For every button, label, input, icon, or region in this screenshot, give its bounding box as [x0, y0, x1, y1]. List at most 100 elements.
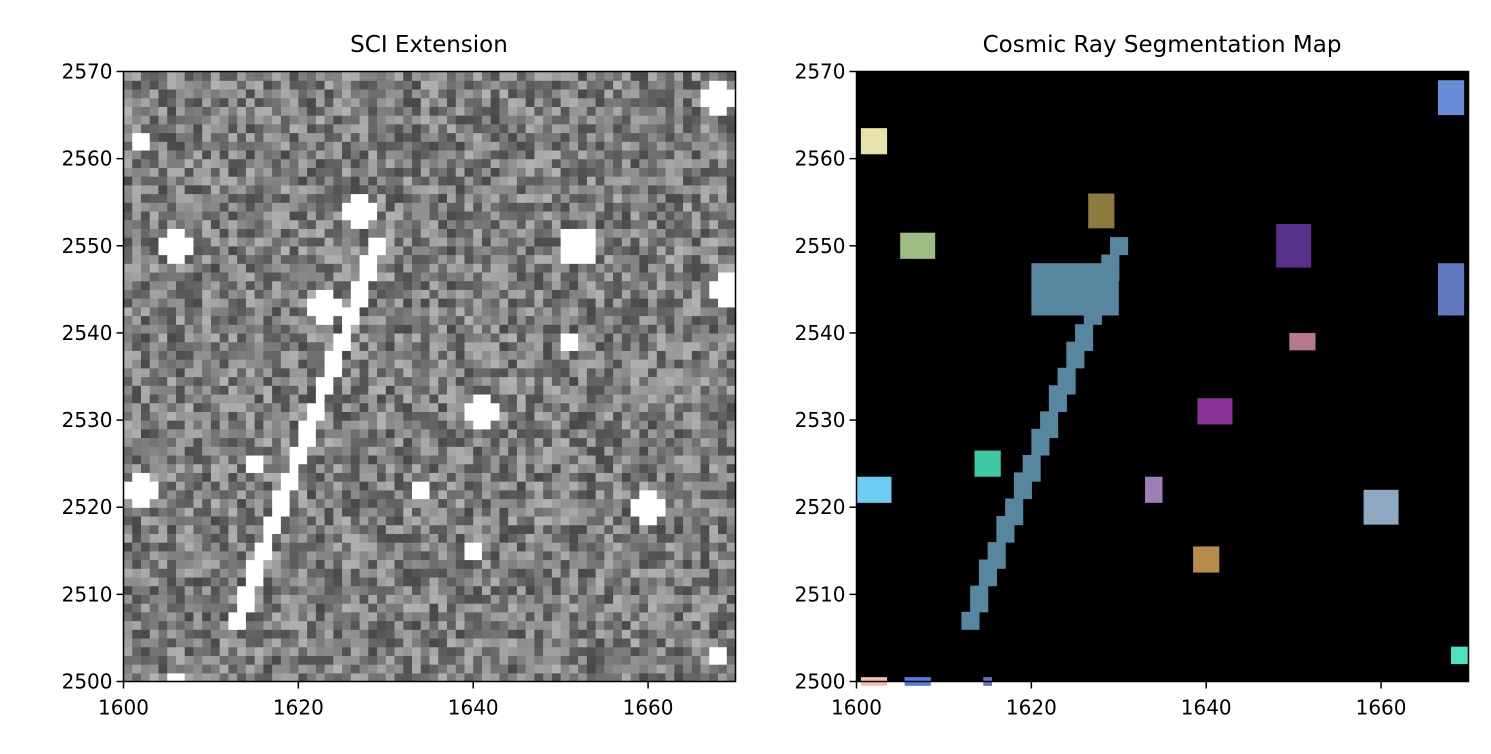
sci-pixel — [490, 210, 501, 221]
sci-pixel — [315, 350, 326, 360]
sci-pixel — [123, 132, 133, 142]
sci-pixel — [289, 411, 299, 421]
sci-pixel — [377, 359, 387, 369]
sci-pixel — [394, 306, 404, 317]
sci-pixel — [175, 385, 186, 395]
sci-pixel — [149, 428, 160, 439]
sci-pixel — [630, 359, 640, 369]
sci-pixel — [175, 149, 186, 160]
sci-pixel — [569, 359, 579, 369]
sci-pixel — [709, 193, 719, 203]
sci-pixel — [578, 237, 588, 247]
sci-pixel — [385, 393, 396, 404]
sci-pixel — [245, 576, 256, 587]
sci-pixel — [543, 359, 553, 369]
sci-pixel — [648, 228, 658, 238]
sci-pixel — [499, 71, 509, 81]
segment-streak-pixel — [996, 550, 1006, 561]
sci-pixel — [298, 141, 308, 151]
sci-pixel — [272, 350, 282, 360]
sci-pixel — [473, 254, 483, 264]
sci-pixel — [158, 611, 168, 622]
sci-pixel — [516, 350, 527, 360]
sci-pixel — [237, 71, 247, 81]
sci-pixel — [718, 158, 728, 168]
sci-pixel — [359, 454, 369, 465]
sci-pixel — [289, 289, 299, 299]
sci-pixel — [569, 533, 579, 543]
sci-pixel — [228, 498, 238, 508]
sci-pixel — [412, 106, 422, 116]
sci-pixel — [490, 507, 501, 517]
sci-pixel — [385, 359, 396, 369]
sci-pixel — [595, 498, 605, 508]
sci-pixel — [315, 88, 326, 99]
sci-pixel — [377, 498, 387, 508]
sci-pixel — [534, 167, 544, 177]
sci-pixel — [516, 306, 527, 317]
sci-pixel — [429, 550, 439, 561]
sci-pixel — [683, 507, 693, 517]
sci-pixel — [307, 481, 317, 491]
sci-pixel — [368, 559, 378, 569]
sci-pixel — [569, 158, 579, 168]
sci-pixel — [516, 542, 527, 552]
sci-pixel — [438, 97, 448, 107]
sci-pixel — [140, 524, 151, 534]
sci-pixel — [377, 524, 387, 534]
sci-pixel — [219, 350, 230, 360]
sci-pixel — [560, 542, 570, 552]
sci-pixel — [586, 568, 597, 578]
sci-pixel — [718, 141, 728, 151]
sci-pixel — [175, 393, 186, 404]
sci-pixel — [368, 88, 378, 99]
sci-pixel — [604, 550, 614, 561]
sci-pixel — [184, 298, 195, 308]
sci-pixel — [665, 402, 675, 412]
sci-pixel — [228, 280, 238, 290]
sci-pixel — [132, 489, 142, 500]
sci-pixel — [700, 193, 710, 203]
sci-pixel — [604, 629, 614, 639]
sci-pixel — [630, 481, 640, 491]
sci-pixel — [595, 298, 605, 308]
sci-pixel — [280, 524, 291, 534]
sci-pixel — [718, 637, 728, 648]
sci-pixel — [210, 629, 221, 639]
sci-pixel — [683, 106, 693, 116]
sci-pixel — [525, 254, 536, 264]
sci-pixel — [412, 524, 422, 534]
sci-pixel — [377, 402, 387, 412]
sci-pixel — [202, 603, 212, 613]
sci-pixel — [604, 210, 614, 221]
sci-pixel — [709, 219, 719, 229]
sci-pixel — [315, 559, 326, 569]
sci-pixel — [674, 306, 684, 317]
sci-pixel — [438, 167, 448, 177]
sci-pixel — [158, 629, 168, 639]
sci-pixel — [298, 106, 308, 116]
sci-pixel — [368, 184, 378, 195]
sci-pixel — [656, 463, 667, 473]
sci-pixel — [700, 289, 710, 299]
sci-pixel — [263, 88, 273, 99]
sci-pixel — [621, 481, 632, 491]
sci-pixel — [700, 393, 710, 404]
sci-pixel — [446, 585, 457, 595]
sci-pixel — [420, 376, 431, 386]
sci-pixel — [193, 603, 203, 613]
sci-pixel — [490, 176, 501, 186]
sci-pixel — [149, 280, 160, 290]
sci-pixel — [639, 611, 649, 622]
sci-pixel — [184, 420, 195, 430]
sci-pixel — [648, 289, 658, 299]
sci-pixel — [446, 454, 457, 465]
segment-streak-pixel — [1013, 481, 1024, 491]
sci-pixel — [560, 637, 570, 648]
sci-pixel — [385, 376, 396, 386]
sci-pixel — [639, 306, 649, 317]
sci-pixel — [324, 193, 334, 203]
sci-pixel — [350, 576, 361, 587]
sci-pixel — [648, 202, 658, 212]
sci-pixel — [683, 80, 693, 90]
